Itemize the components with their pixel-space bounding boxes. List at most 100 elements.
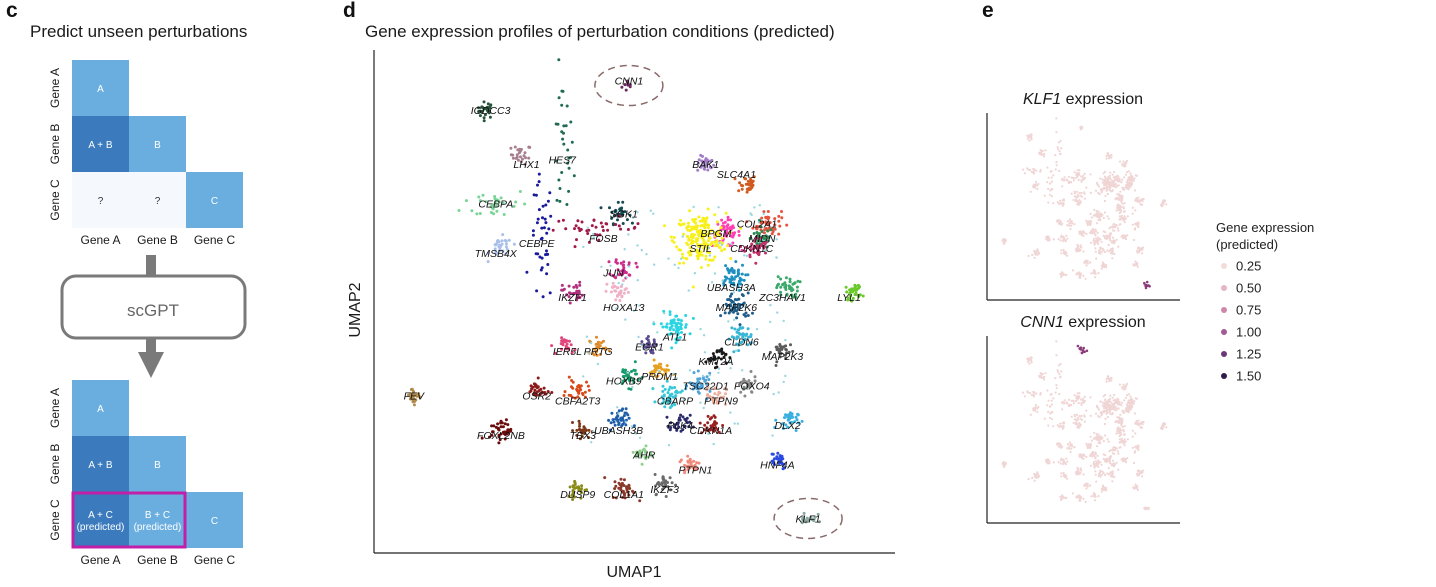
expression-point [1032, 184, 1035, 187]
expression-point [1100, 490, 1103, 493]
umap-point [688, 413, 692, 417]
umap-point [722, 226, 726, 230]
umap-point [642, 343, 646, 347]
umap-point [717, 356, 721, 360]
expression-point [1125, 382, 1129, 385]
umap-point [568, 301, 572, 305]
umap-point [617, 273, 621, 277]
expression-point [1046, 404, 1049, 407]
umap-point [576, 219, 580, 223]
expression-point [1126, 185, 1130, 188]
expression-point [1133, 177, 1136, 180]
cluster-label: CNN1 [615, 76, 644, 88]
umap-point [545, 231, 549, 235]
expression-point [1132, 487, 1135, 490]
expression-point [1113, 170, 1116, 174]
umap-point [785, 223, 789, 227]
umap-point [740, 248, 744, 252]
umap-point [680, 319, 683, 323]
umap-point [753, 239, 757, 243]
umap-point [623, 288, 627, 292]
expression-point [1111, 249, 1114, 253]
expression-point [1117, 229, 1120, 232]
umap-point [776, 451, 780, 455]
umap-point [782, 380, 785, 384]
expression-point [1098, 437, 1101, 440]
expression-point [1083, 414, 1086, 417]
umap-point [764, 251, 767, 255]
umap-point [737, 268, 740, 272]
expression-point [1101, 401, 1104, 404]
umap-point [726, 215, 730, 219]
umap-point [500, 239, 504, 243]
umap-point [861, 294, 865, 298]
umap-point [703, 379, 707, 383]
umap-point [730, 326, 734, 330]
umap-point [686, 235, 690, 238]
umap-point [684, 314, 688, 317]
expression-point [1085, 186, 1088, 189]
expression-point [1147, 507, 1150, 510]
expression-point [1099, 442, 1102, 445]
umap-point [475, 212, 479, 216]
umap-point [646, 338, 650, 342]
expression-point [1105, 459, 1108, 462]
umap-point [686, 454, 690, 458]
umap-point [736, 312, 740, 316]
expression-point [1076, 169, 1079, 172]
expression-point [1123, 215, 1126, 218]
umap-point [691, 316, 695, 320]
expression-point [1072, 421, 1075, 425]
umap-point [784, 356, 788, 360]
expression-point [1062, 273, 1065, 276]
expression-point [1047, 462, 1050, 465]
expression-point [1111, 475, 1114, 478]
expression-point [1098, 214, 1101, 217]
umap-point [572, 291, 576, 295]
umap-point [666, 391, 670, 395]
expression-point [1114, 449, 1117, 452]
umap-point [784, 276, 788, 280]
expression-point [1052, 174, 1055, 177]
expression-point [1069, 227, 1072, 231]
umap-point [577, 296, 580, 300]
umap-point [622, 414, 626, 418]
expression-point [1127, 410, 1130, 414]
expression-point [1141, 475, 1144, 478]
expression-point [1114, 226, 1117, 229]
umap-point [626, 79, 629, 83]
umap-point [478, 114, 482, 118]
expression-point [1131, 206, 1134, 209]
cluster-label: SLC4A1 [717, 169, 756, 181]
umap-point [733, 422, 736, 425]
umap-point [736, 274, 740, 278]
expression-point [1107, 405, 1110, 408]
expression-point [1050, 418, 1053, 421]
umap-point [617, 412, 620, 415]
expression-point [1108, 174, 1111, 177]
umap-point [614, 258, 618, 262]
umap-point [781, 345, 785, 349]
expression-point [1075, 190, 1078, 193]
expression-point [1108, 180, 1112, 184]
umap-point [493, 200, 497, 204]
expression-point [1070, 399, 1073, 402]
umap-point [560, 336, 564, 340]
umap-point [631, 378, 635, 382]
umap-point [738, 303, 742, 307]
expression-point [1067, 398, 1071, 401]
umap-point [684, 387, 688, 391]
expression-point [1123, 411, 1126, 414]
expression-point [1119, 413, 1122, 416]
umap-point [762, 210, 766, 214]
umap-point [624, 318, 627, 321]
expression-point [1089, 464, 1093, 467]
umap-point [760, 216, 764, 220]
umap-point [704, 254, 708, 258]
umap-point [793, 281, 797, 285]
expression-point [1071, 492, 1074, 495]
expression-point [1103, 401, 1107, 404]
umap-point [672, 328, 676, 332]
expression-point [1082, 397, 1085, 400]
